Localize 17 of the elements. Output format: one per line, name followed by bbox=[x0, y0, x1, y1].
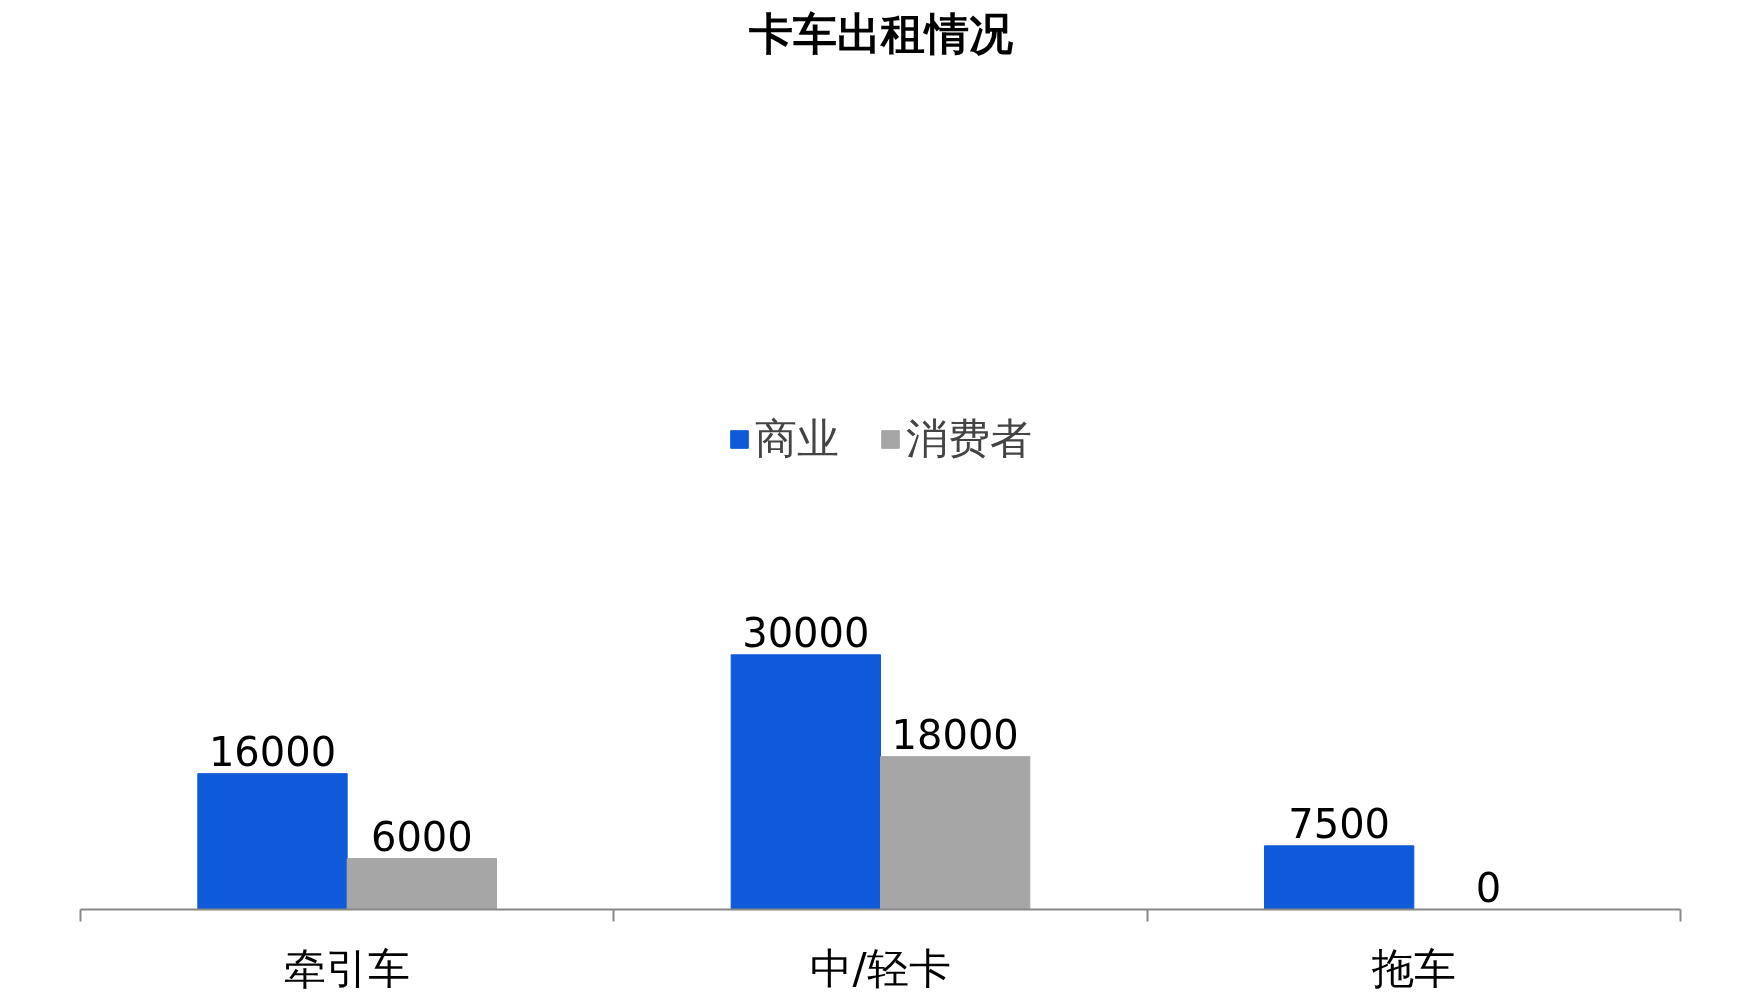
x-tick-label: 拖车 bbox=[1370, 943, 1456, 993]
chart-title: 卡车出租情况 bbox=[747, 7, 1013, 59]
bar bbox=[1264, 845, 1415, 910]
legend-label: 商业 bbox=[755, 413, 839, 465]
bar bbox=[880, 756, 1031, 910]
data-label: 7500 bbox=[1288, 800, 1391, 847]
data-label: 6000 bbox=[370, 813, 473, 860]
data-label: 16000 bbox=[208, 728, 337, 775]
bar bbox=[730, 654, 881, 910]
data-label: 30000 bbox=[742, 609, 870, 656]
bar bbox=[346, 858, 497, 910]
bar bbox=[197, 773, 348, 910]
x-tick-label: 中/轻卡 bbox=[810, 943, 951, 993]
x-tick-label: 牵引车 bbox=[284, 943, 411, 993]
legend-label: 消费者 bbox=[906, 413, 1032, 465]
data-label: 0 bbox=[1475, 864, 1502, 911]
data-label: 18000 bbox=[891, 711, 1019, 758]
